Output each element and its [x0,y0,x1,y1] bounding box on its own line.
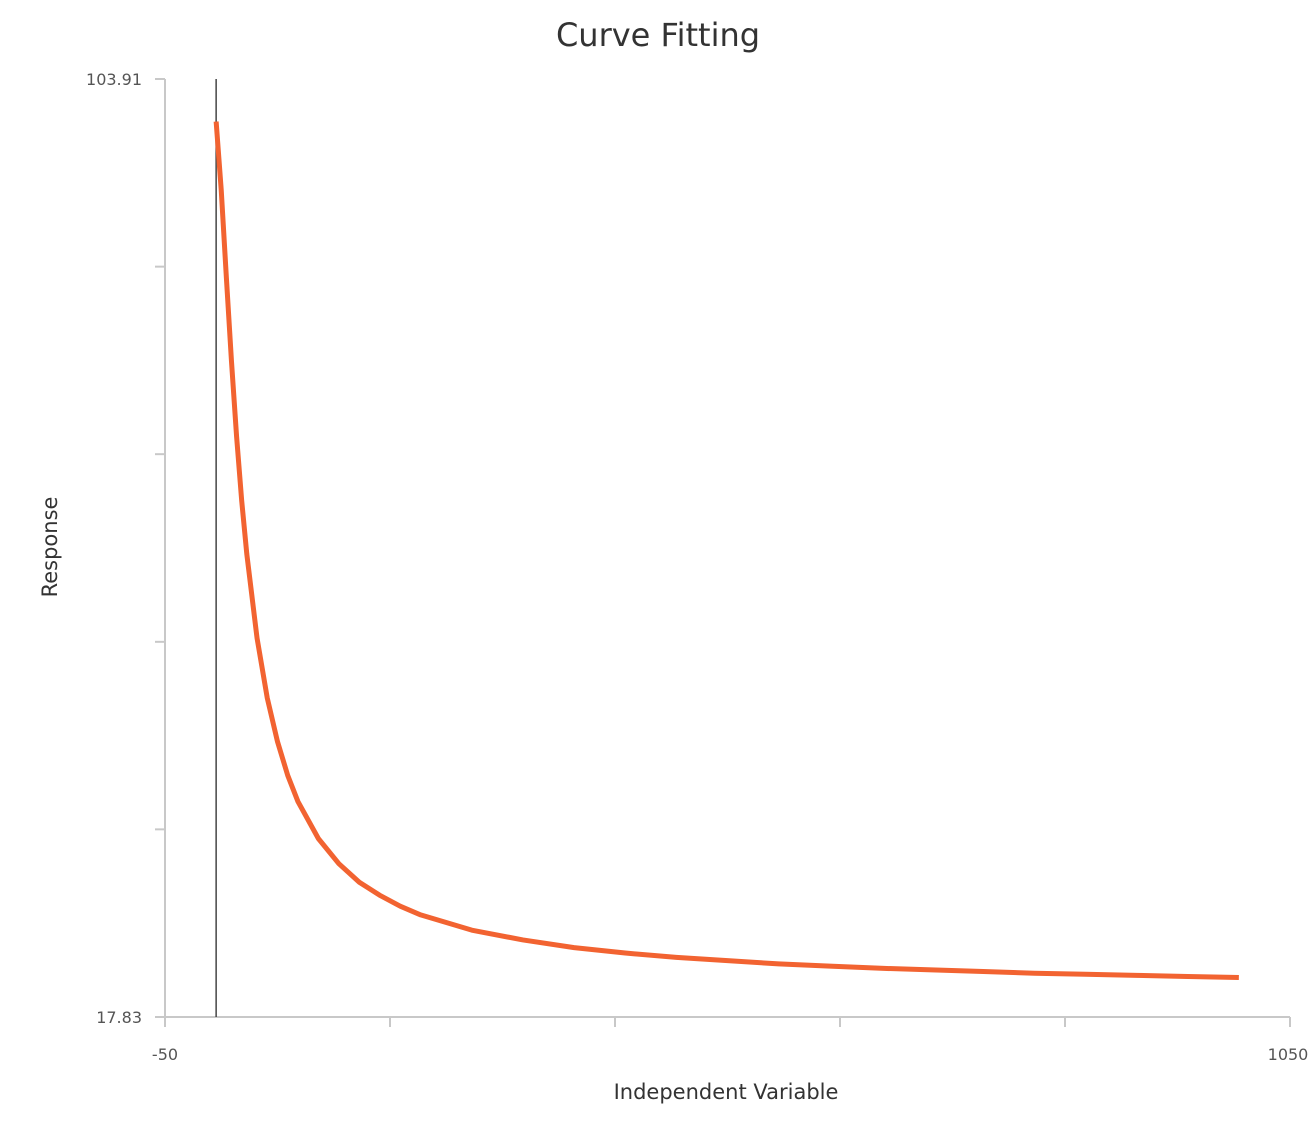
fitted-curve-line [213,121,1239,981]
chart-title: Curve Fitting [556,16,760,54]
y-tick-label: 103.91 [86,70,142,89]
x-axis-title: Independent Variable [614,1080,839,1104]
y-axis-title: Response [38,497,62,598]
x-tick-label: 1050 [1268,1045,1309,1064]
y-ticks [155,78,165,1018]
y-tick-label: 17.83 [96,1008,142,1027]
x-ticks [164,1017,1291,1027]
x-tick-label: -50 [152,1045,178,1064]
